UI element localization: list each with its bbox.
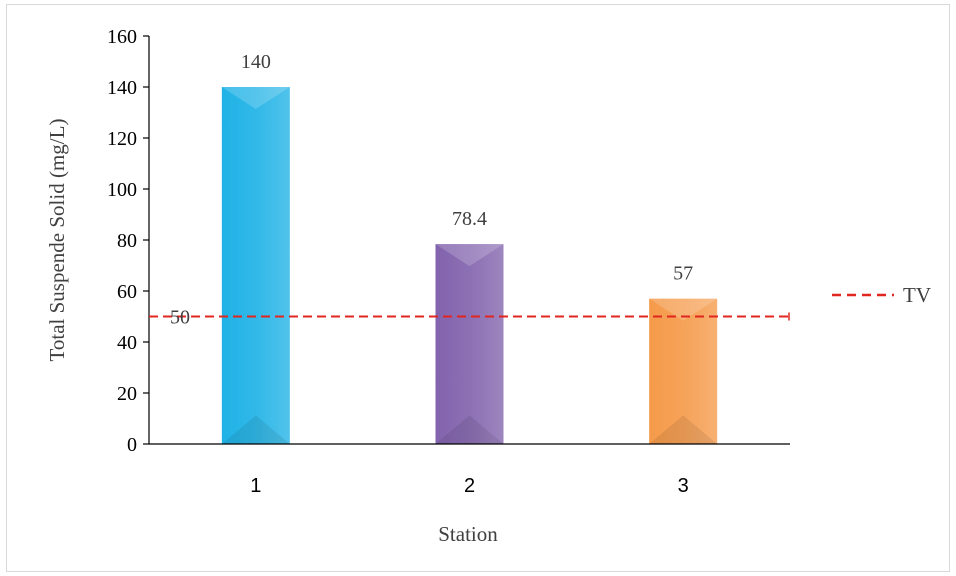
bar-bevel-bottom xyxy=(649,415,718,444)
data-label-station-1: 140 xyxy=(241,51,271,73)
data-label-station-2: 78.4 xyxy=(452,208,487,230)
x-axis-title: Station xyxy=(438,522,498,546)
data-label-station-3: 57 xyxy=(673,263,693,285)
bar-station-3 xyxy=(649,298,718,444)
x-tick-label: 3 xyxy=(678,475,689,497)
y-tick-label: 140 xyxy=(107,77,137,99)
y-tick-label: 40 xyxy=(117,332,137,354)
legend: TV xyxy=(832,283,931,307)
y-tick-label: 160 xyxy=(107,26,137,48)
reference-line-layer: 50 xyxy=(149,307,790,329)
y-tick-label: 60 xyxy=(117,281,137,303)
bar-bevel-top xyxy=(435,244,504,267)
reference-line-label: 50 xyxy=(170,307,190,329)
bar-bevel-top xyxy=(649,298,718,321)
bar-bevel-top xyxy=(221,87,290,109)
labels-layer: 0 20 40 60 80 100 120 140 160 140 1 78.4 2 57 3 xyxy=(107,26,693,497)
y-tick-label: 0 xyxy=(127,434,137,456)
y-tick-label: 120 xyxy=(107,128,137,150)
legend-tv-label: TV xyxy=(903,283,931,307)
y-axis-title: Total Suspende Solid (mg/L) xyxy=(45,119,69,362)
bar-station-2 xyxy=(435,244,504,444)
bar-station-1 xyxy=(221,87,290,444)
bar-bevel-bottom xyxy=(435,415,504,444)
y-tick-label: 100 xyxy=(107,179,137,201)
x-tick-label: 1 xyxy=(250,475,261,497)
bars-layer xyxy=(221,87,718,444)
bar-bevel-bottom xyxy=(221,415,290,444)
y-tick-label: 20 xyxy=(117,383,137,405)
x-tick-label: 2 xyxy=(464,475,475,497)
y-tick-label: 80 xyxy=(117,230,137,252)
